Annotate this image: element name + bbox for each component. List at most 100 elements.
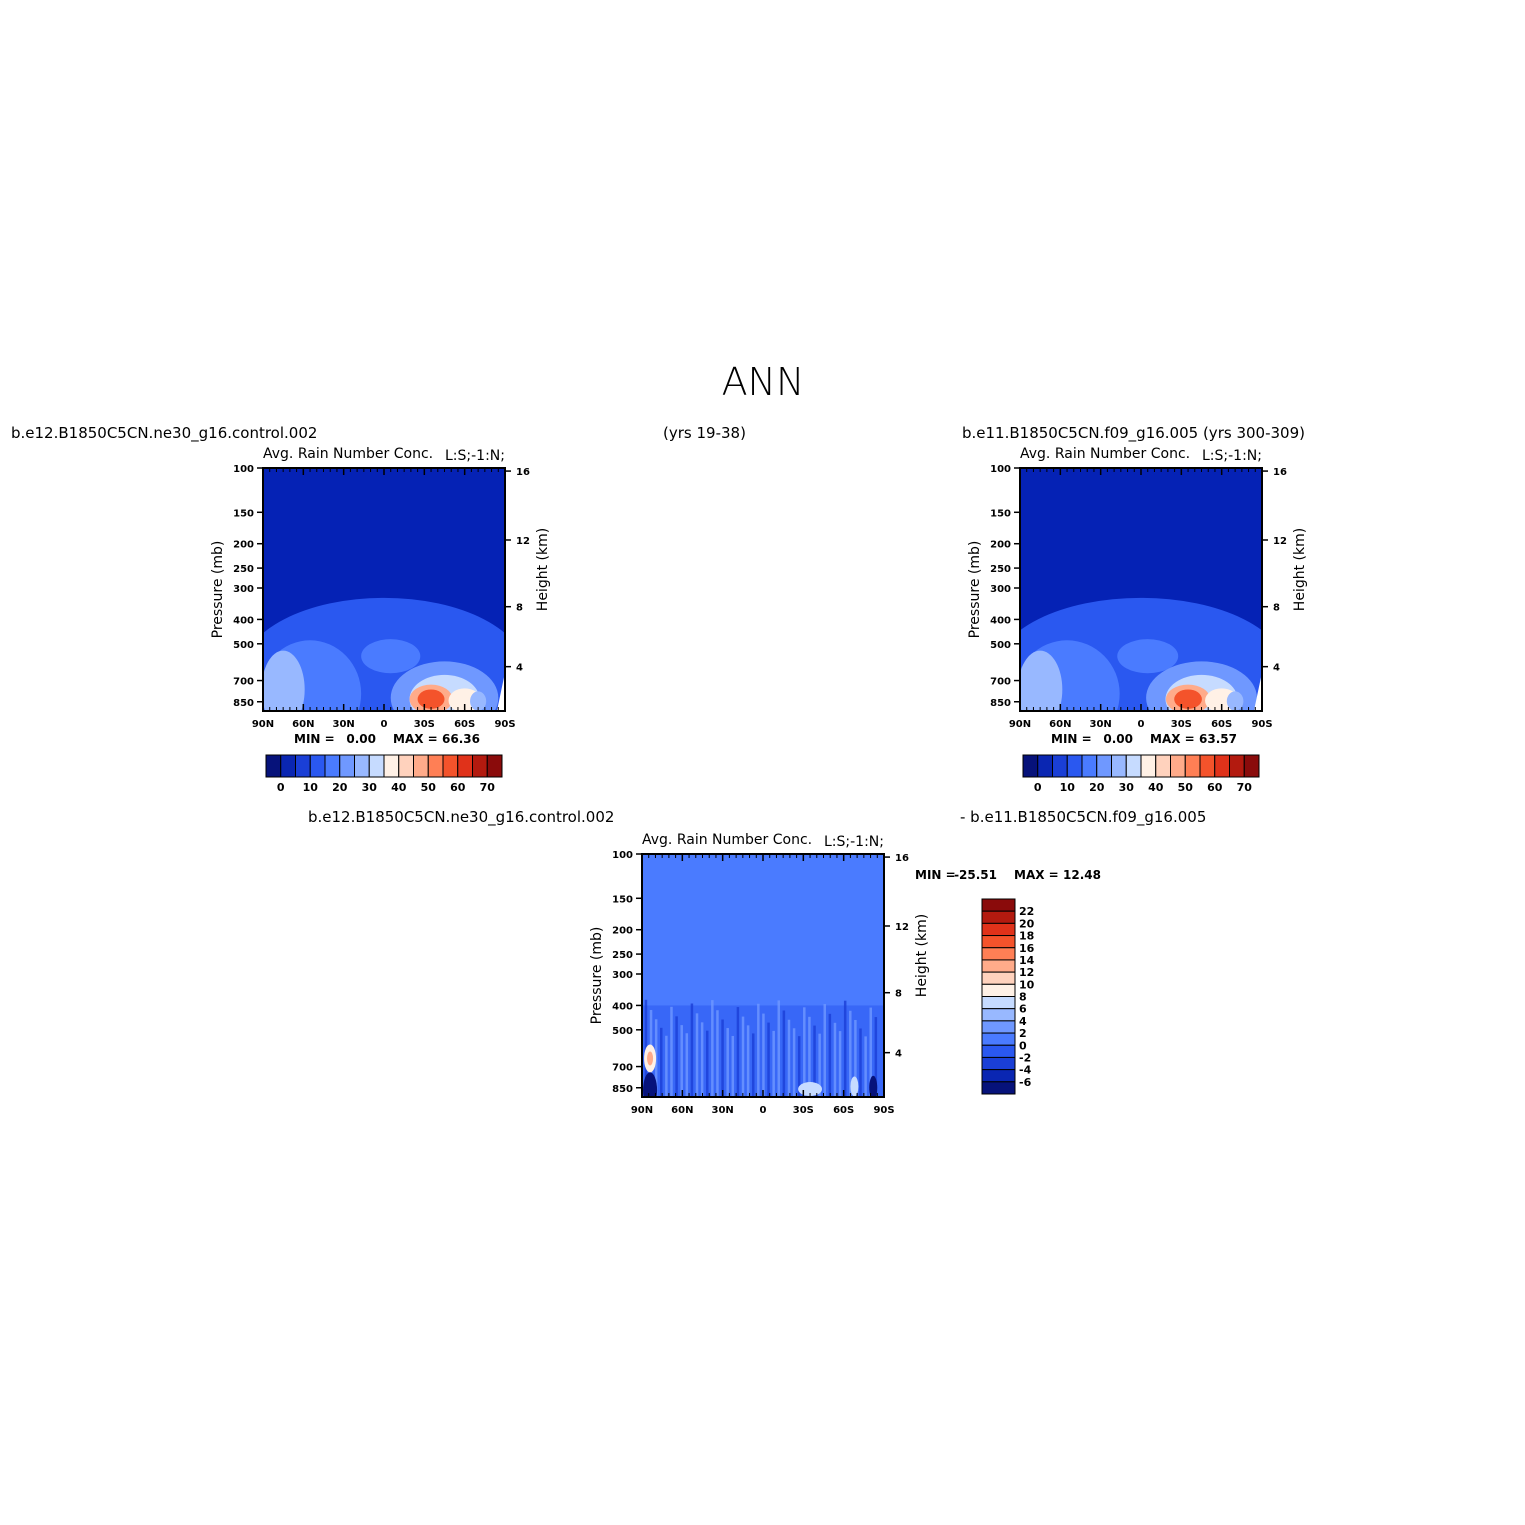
- contour-region: [864, 1036, 867, 1097]
- x-tick-label: 90N: [631, 1105, 653, 1116]
- colorbar-label: 20: [332, 781, 348, 794]
- missing-data-region: [496, 672, 505, 711]
- contour-region: [741, 1016, 745, 1097]
- contour-field: [1020, 468, 1262, 711]
- max-value: 66.36: [442, 732, 480, 746]
- colorbar-box: [981, 935, 1016, 949]
- colorbar-label: 10: [1060, 781, 1076, 794]
- x-tick-label: 30N: [1090, 719, 1112, 730]
- x-tick-label: 0: [381, 719, 388, 730]
- y-tick-label: 250: [612, 950, 633, 961]
- colorbar-box: [1037, 754, 1053, 778]
- colorbar-box: [981, 1008, 1016, 1022]
- y-right-tick-label: 12: [516, 536, 530, 547]
- max-label: MAX =: [393, 732, 438, 746]
- contour-region: [690, 1003, 694, 1097]
- contour-region: [1174, 689, 1202, 709]
- y-tick-label: 400: [990, 615, 1011, 626]
- colorbar-box: [1052, 754, 1068, 778]
- colorbar-label: 70: [1237, 781, 1253, 794]
- y-tick-label: 100: [990, 464, 1011, 475]
- y-tick-label: 200: [233, 540, 254, 551]
- contour-region: [808, 1016, 811, 1097]
- contour-region: [665, 1035, 668, 1097]
- contour-region: [767, 1022, 770, 1097]
- plot-units-tag: L:S;-1:N;: [824, 834, 884, 850]
- y-right-axis-label: Height (km): [914, 914, 930, 997]
- colorbar-box: [1125, 754, 1142, 778]
- x-tick-label: 0: [760, 1105, 767, 1116]
- contour-field: [642, 854, 884, 1097]
- contour-region: [731, 1035, 735, 1097]
- x-tick-label: 90N: [1009, 719, 1031, 730]
- colorbar-box: [981, 1020, 1016, 1034]
- y-tick-label: 500: [233, 640, 254, 651]
- colorbar-box: [1199, 754, 1216, 778]
- contour-region: [1020, 650, 1063, 711]
- contour-region: [803, 1007, 806, 1097]
- contour-region: [470, 691, 487, 711]
- colorbar-box: [265, 754, 282, 778]
- x-tick-label: 30S: [793, 1105, 814, 1116]
- contour-region: [838, 1031, 842, 1097]
- colorbar-box: [981, 1069, 1016, 1083]
- contour-region: [762, 1013, 765, 1097]
- colorbar-label: 60: [450, 781, 466, 794]
- y-right-tick-label: 16: [1273, 467, 1287, 478]
- x-tick-label: 30S: [1171, 719, 1192, 730]
- panel-control-ne30: Avg. Rain Number Conc. L:S;-1:N; 90N 60N 30N…: [210, 446, 551, 794]
- colorbar-box: [383, 754, 400, 778]
- colorbar-box: [309, 754, 326, 778]
- colorbar-box: [981, 1044, 1016, 1058]
- contour-region: [828, 1013, 832, 1097]
- y-right-tick-label: 8: [516, 603, 523, 614]
- colorbar-label: 2: [1019, 1027, 1027, 1040]
- y-right-tick-label: 16: [516, 467, 530, 478]
- colorbar-box: [1096, 754, 1112, 778]
- plot-title: Avg. Rain Number Conc.: [1020, 446, 1190, 462]
- colorbar-box: [427, 754, 444, 778]
- contour-region: [705, 1030, 709, 1097]
- y-tick-label: 400: [233, 615, 254, 626]
- x-tick-label: 60N: [1049, 719, 1071, 730]
- y-axis-label: Pressure (mb): [210, 541, 226, 639]
- x-tick-label: 0: [1138, 719, 1145, 730]
- colorbar-label: -4: [1019, 1064, 1032, 1077]
- colorbar-label: 70: [480, 781, 496, 794]
- contour-region: [850, 1076, 859, 1097]
- contour-region: [833, 1022, 837, 1097]
- colorbar-box: [981, 983, 1016, 997]
- colorbar-box: [981, 996, 1016, 1010]
- colorbar-box: [981, 898, 1016, 912]
- x-tick-label: 60S: [1211, 719, 1232, 730]
- colorbar-box: [981, 1056, 1016, 1071]
- y-tick-label: 200: [990, 540, 1011, 551]
- contour-region: [700, 1022, 704, 1097]
- colorbar-box: [1081, 754, 1098, 778]
- y-tick-label: 850: [990, 698, 1011, 709]
- y-right-tick-label: 8: [895, 989, 902, 1000]
- colorbar-box: [981, 922, 1016, 937]
- y-tick-label: 700: [612, 1063, 633, 1074]
- colorbar-box: [398, 754, 414, 778]
- colorbar-box: [354, 754, 370, 778]
- y-right-tick-label: 4: [516, 663, 523, 674]
- y-axis-label: Pressure (mb): [967, 541, 983, 639]
- y-right-tick-label: 12: [1273, 536, 1287, 547]
- contour-region: [361, 639, 421, 674]
- x-tick-label: 60S: [833, 1105, 854, 1116]
- contour-region: [736, 1007, 740, 1097]
- plot-units-tag: L:S;-1:N;: [1202, 448, 1262, 464]
- colorbar-label: 20: [1019, 917, 1035, 930]
- y-tick-label: 150: [612, 894, 633, 905]
- colorbar-box: [1214, 754, 1230, 778]
- colorbar-box: [295, 754, 311, 778]
- colorbar-label: 16: [1019, 942, 1035, 955]
- colorbar-box: [368, 754, 385, 778]
- diff-case-b-label: - b.e11.B1850C5CN.f09_g16.005: [960, 808, 1206, 827]
- plot-title: Avg. Rain Number Conc.: [263, 446, 433, 462]
- min-value: 0.00: [1103, 732, 1133, 746]
- colorbar-box: [1170, 754, 1186, 778]
- colorbar-box: [981, 947, 1016, 961]
